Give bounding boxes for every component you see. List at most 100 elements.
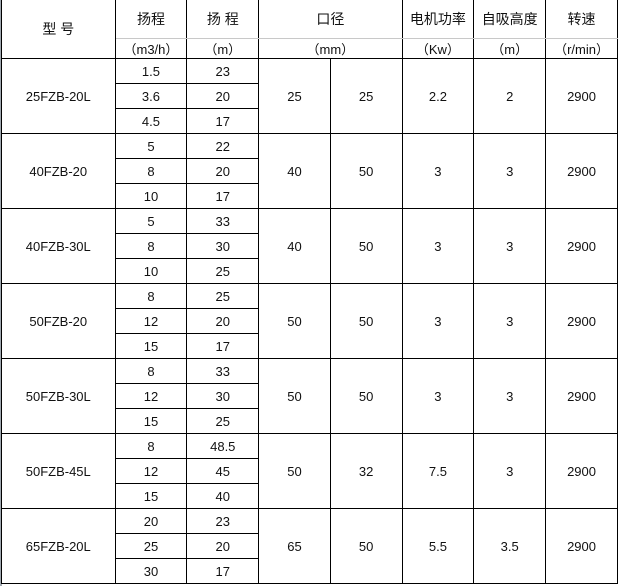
header-power: 电机功率 (401, 0, 475, 39)
suction-cell: 2 (473, 58, 547, 134)
power-cell: 3 (401, 133, 475, 209)
outlet-cell: 50 (329, 508, 403, 584)
head-cell: 20 (186, 308, 260, 334)
table-row: 8 30 (2, 233, 618, 259)
suction-cell: 3 (473, 433, 547, 509)
unit-flow: （m3/h） (114, 38, 188, 59)
head-cell: 33 (186, 208, 260, 234)
model-cell: 25FZB-20L (1, 58, 116, 134)
table-row: 12 30 (2, 383, 618, 409)
outlet-cell: 32 (329, 433, 403, 509)
table-row: 50FZB-45L 8 48.5 50 32 7.5 3 2900 (1, 433, 618, 509)
head-cell: 25 (186, 258, 260, 284)
outlet-cell: 50 (329, 133, 403, 209)
inlet-cell: 40 (258, 133, 331, 209)
head-cell: 17 (186, 108, 260, 134)
model-cell: 50FZB-20 (1, 283, 116, 359)
header-row: 型 号 扬程 扬 程 口径 电机功率 自吸高度 转速 (1, 0, 618, 59)
unit-power: （Kw） (401, 38, 475, 59)
header-suction: 自吸高度 (473, 0, 547, 39)
outlet-cell: 50 (329, 208, 403, 284)
speed-cell: 2900 (545, 283, 618, 359)
flow-cell: 12 (114, 308, 188, 334)
speed-cell: 2900 (545, 433, 618, 509)
table-row: 10 17 (2, 183, 618, 209)
unit-suction: （m） (473, 38, 547, 59)
flow-cell: 8 (114, 358, 188, 384)
unit-speed: （r/min） (545, 38, 618, 59)
table-row: 15 40 (2, 483, 618, 509)
table-row: 25 20 (2, 533, 618, 559)
head-cell: 22 (186, 133, 260, 159)
power-cell: 3 (401, 208, 475, 284)
head-cell: 17 (186, 183, 260, 209)
head-cell: 20 (186, 158, 260, 184)
header-model: 型 号 (1, 0, 116, 59)
header-speed: 转速 (545, 0, 618, 39)
suction-cell: 3 (473, 358, 547, 434)
flow-cell: 4.5 (114, 108, 188, 134)
model-cell: 50FZB-30L (1, 358, 116, 434)
flow-cell: 25 (114, 533, 188, 559)
flow-cell: 20 (114, 508, 188, 534)
suction-cell: 3 (473, 208, 547, 284)
speed-cell: 2900 (545, 133, 618, 209)
power-cell: 7.5 (401, 433, 475, 509)
outlet-cell: 50 (329, 358, 403, 434)
flow-cell: 12 (114, 383, 188, 409)
table-row: 15 25 (2, 408, 618, 434)
header-flow: 扬程 (114, 0, 188, 39)
flow-cell: 15 (114, 483, 188, 509)
speed-cell: 2900 (545, 208, 618, 284)
flow-cell: 10 (114, 258, 188, 284)
inlet-cell: 50 (258, 283, 331, 359)
head-cell: 33 (186, 358, 260, 384)
head-cell: 40 (186, 483, 260, 509)
head-cell: 25 (186, 408, 260, 434)
table-row: 65FZB-20L 20 23 65 50 5.5 3.5 2900 (1, 508, 618, 584)
power-cell: 2.2 (401, 58, 475, 134)
head-cell: 23 (186, 58, 260, 84)
model-cell: 50FZB-45L (1, 433, 116, 509)
model-cell: 40FZB-20 (1, 133, 116, 209)
inlet-cell: 40 (258, 208, 331, 284)
flow-cell: 15 (114, 408, 188, 434)
table-row: 25FZB-20L 1.5 23 25 25 2.2 2 2900 (1, 58, 618, 134)
table-row: 10 25 (2, 258, 618, 284)
inlet-cell: 25 (258, 58, 331, 134)
flow-cell: 5 (114, 208, 188, 234)
model-cell: 40FZB-30L (1, 208, 116, 284)
table-row: 40FZB-20 5 22 40 50 3 3 2900 (1, 133, 618, 209)
speed-cell: 2900 (545, 58, 618, 134)
inlet-cell: 50 (258, 433, 331, 509)
inlet-cell: 65 (258, 508, 331, 584)
model-cell: 65FZB-20L (1, 508, 116, 584)
unit-port: （mm） (258, 38, 403, 59)
speed-cell: 2900 (545, 508, 618, 584)
flow-cell: 15 (114, 333, 188, 359)
power-cell: 3 (401, 358, 475, 434)
head-cell: 48.5 (186, 433, 260, 459)
table-row: 15 17 (2, 333, 618, 359)
flow-cell: 8 (114, 158, 188, 184)
head-cell: 30 (186, 383, 260, 409)
flow-cell: 12 (114, 458, 188, 484)
head-cell: 17 (186, 333, 260, 359)
head-cell: 45 (186, 458, 260, 484)
suction-cell: 3.5 (473, 508, 547, 584)
outlet-cell: 25 (329, 58, 403, 134)
head-cell: 30 (186, 233, 260, 259)
table-row: 12 45 (2, 458, 618, 484)
head-cell: 23 (186, 508, 260, 534)
outlet-cell: 50 (329, 283, 403, 359)
header-port: 口径 (258, 0, 403, 39)
head-cell: 17 (186, 558, 260, 584)
unit-head: （m） (186, 38, 260, 59)
flow-cell: 1.5 (114, 58, 188, 84)
head-cell: 20 (186, 83, 260, 109)
inlet-cell: 50 (258, 358, 331, 434)
flow-cell: 8 (114, 283, 188, 309)
power-cell: 3 (401, 283, 475, 359)
